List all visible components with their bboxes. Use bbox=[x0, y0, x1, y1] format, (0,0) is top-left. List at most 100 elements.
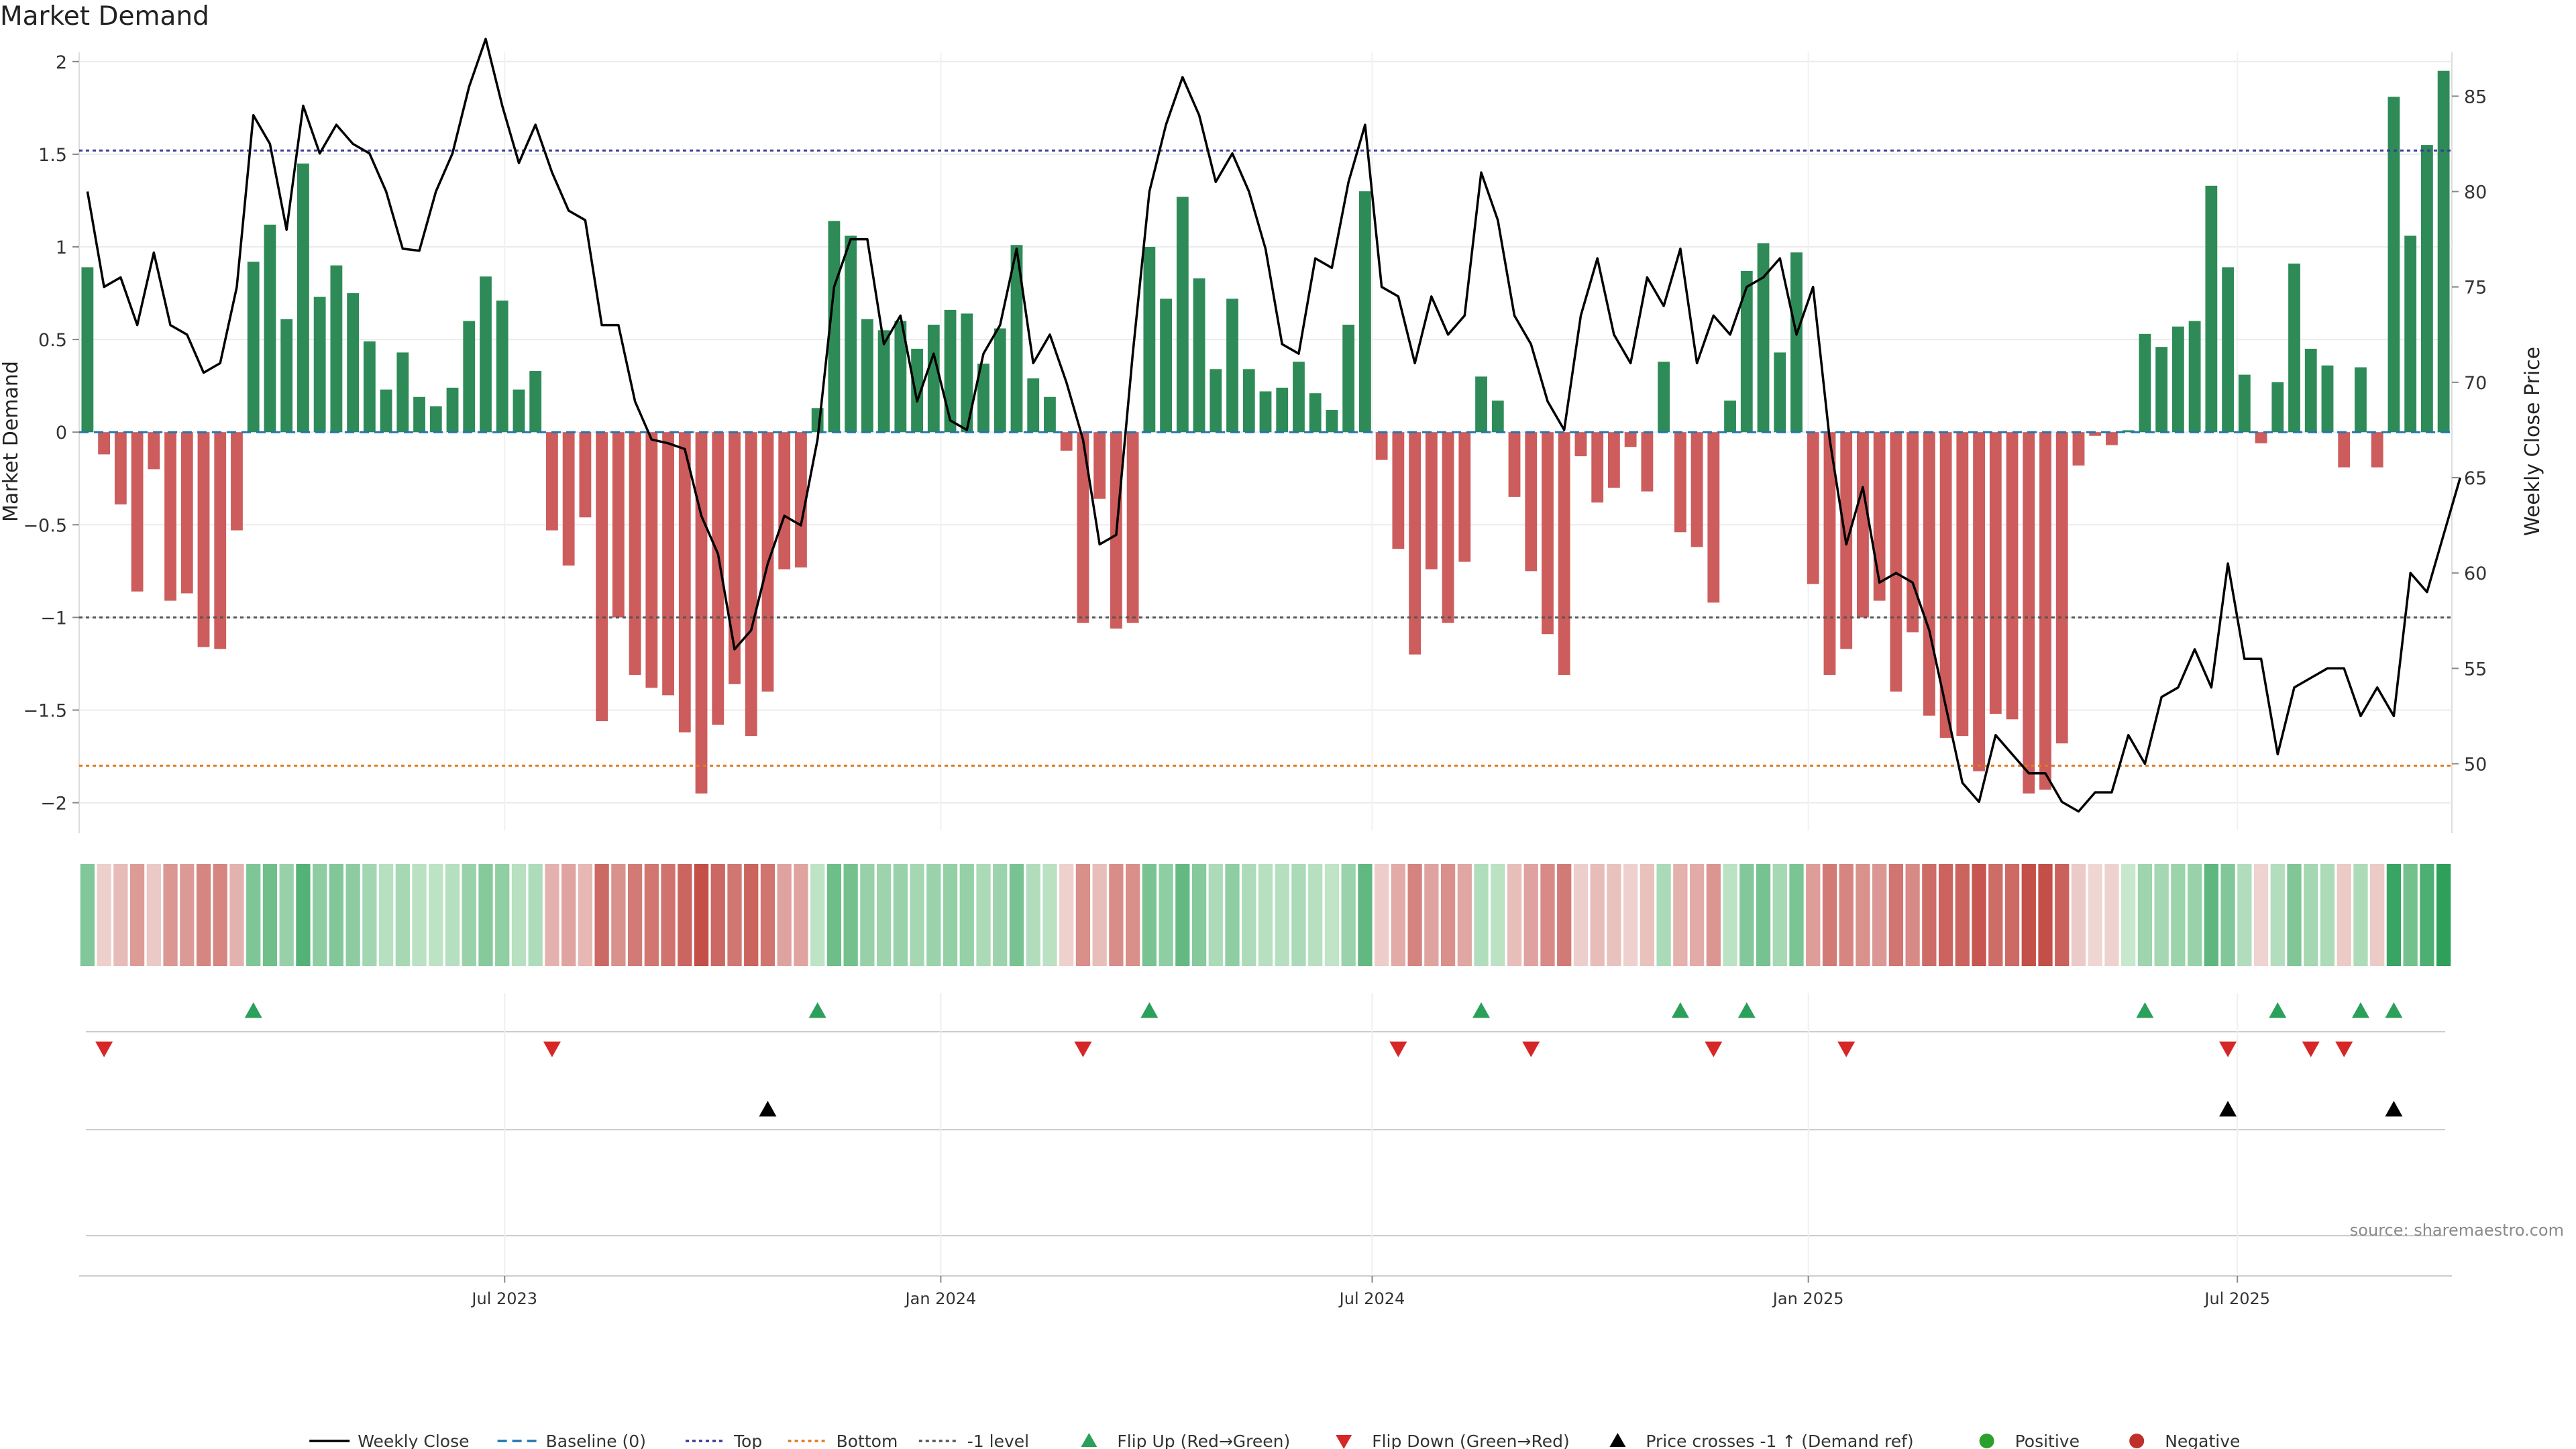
demand-bar-positive bbox=[994, 328, 1006, 433]
heat-cell bbox=[1092, 864, 1107, 966]
heat-cell bbox=[694, 864, 709, 966]
demand-bar-negative bbox=[1807, 432, 1819, 584]
heat-cell bbox=[1806, 864, 1821, 966]
demand-bar-positive bbox=[911, 348, 923, 433]
heat-cell bbox=[2287, 864, 2302, 966]
demand-bar-negative bbox=[1375, 432, 1388, 460]
x-tick-label: Jan 2024 bbox=[904, 1289, 977, 1308]
demand-bar-positive bbox=[1790, 252, 1803, 433]
demand-bar-positive bbox=[1491, 400, 1504, 433]
heat-cell bbox=[1142, 864, 1157, 966]
demand-bar-negative bbox=[180, 432, 193, 594]
heat-cell bbox=[1938, 864, 1953, 966]
heat-cell bbox=[2088, 864, 2102, 966]
heat-cell bbox=[943, 864, 958, 966]
legend-label: Positive bbox=[2015, 1432, 2080, 1449]
heat-cell bbox=[627, 864, 643, 966]
demand-bar-positive bbox=[1724, 400, 1736, 433]
demand-bar-negative bbox=[678, 432, 691, 733]
weekly-close-line bbox=[86, 38, 2462, 813]
heat-cell bbox=[1623, 864, 1638, 966]
demand-bar-positive bbox=[861, 319, 873, 433]
demand-bar-negative bbox=[131, 432, 144, 592]
demand-bar-negative bbox=[164, 432, 176, 601]
demand-bar-positive bbox=[2420, 145, 2433, 433]
demand-bar-negative bbox=[1458, 432, 1471, 562]
demand-bar-negative bbox=[114, 432, 127, 504]
heat-cell bbox=[959, 864, 974, 966]
heat-cell bbox=[810, 864, 825, 966]
heat-cell bbox=[362, 864, 377, 966]
demand-bar-negative bbox=[197, 432, 210, 647]
demand-bar-positive bbox=[1276, 387, 1289, 433]
demand-bar-positive bbox=[944, 309, 957, 433]
heat-cell bbox=[1175, 864, 1190, 966]
y-tick-label: −1.5 bbox=[23, 700, 67, 721]
heat-cell bbox=[445, 864, 460, 966]
flip-up-marker bbox=[2136, 1002, 2154, 1018]
demand-bar-negative bbox=[1508, 432, 1521, 497]
legend-item: Top bbox=[686, 1432, 762, 1449]
demand-bar-positive bbox=[2304, 348, 2317, 433]
heat-cell bbox=[1972, 864, 1986, 966]
demand-bar-positive bbox=[2155, 347, 2168, 433]
heat-cell bbox=[843, 864, 858, 966]
flip-down-marker bbox=[543, 1041, 561, 1057]
heat-cell bbox=[1557, 864, 1572, 966]
heat-cell bbox=[378, 864, 394, 966]
flip-down-marker bbox=[2335, 1041, 2353, 1057]
heat-cell bbox=[1258, 864, 1273, 966]
legend-item: Positive bbox=[1979, 1432, 2080, 1449]
demand-bar-negative bbox=[2039, 432, 2051, 790]
heat-cell bbox=[2320, 864, 2335, 966]
heat-cell bbox=[777, 864, 792, 966]
heat-cell bbox=[2420, 864, 2434, 966]
demand-bar-positive bbox=[2387, 97, 2400, 433]
heat-cell bbox=[296, 864, 311, 966]
heat-cell bbox=[1275, 864, 1289, 966]
heat-cell bbox=[678, 864, 692, 966]
heat-cell bbox=[2171, 864, 2186, 966]
demand-bar-positive bbox=[1259, 391, 1272, 433]
demand-bar-negative bbox=[2106, 432, 2118, 445]
heat-cell bbox=[794, 864, 808, 966]
demand-bar-positive bbox=[81, 267, 94, 433]
demand-bar-negative bbox=[148, 432, 160, 470]
heat-cell bbox=[528, 864, 543, 966]
price-cross-marker bbox=[2385, 1101, 2403, 1117]
demand-bar-negative bbox=[1873, 432, 1886, 601]
demand-bar-negative bbox=[1558, 432, 1570, 675]
heat-cell bbox=[129, 864, 145, 966]
demand-bar-negative bbox=[546, 432, 558, 531]
heat-cell bbox=[412, 864, 427, 966]
y2-tick-label: 60 bbox=[2464, 564, 2487, 584]
heat-cell bbox=[313, 864, 327, 966]
legend-label: Top bbox=[733, 1432, 762, 1449]
heat-cell bbox=[1673, 864, 1688, 966]
demand-bar-negative bbox=[1956, 432, 1969, 737]
demand-bar-negative bbox=[1973, 432, 1985, 771]
demand-bar-positive bbox=[894, 321, 907, 433]
heat-cell bbox=[1125, 864, 1140, 966]
demand-bar-positive bbox=[1658, 362, 1670, 433]
demand-bar-positive bbox=[264, 224, 276, 433]
demand-bar-negative bbox=[2338, 432, 2351, 468]
demand-bar-positive bbox=[1027, 378, 1040, 433]
heat-cell bbox=[1009, 864, 1024, 966]
flip-up-marker bbox=[244, 1002, 262, 1018]
flip-up-marker bbox=[2351, 1002, 2369, 1018]
heat-cell bbox=[1225, 864, 1240, 966]
heat-cell bbox=[1308, 864, 1323, 966]
heat-cell bbox=[395, 864, 410, 966]
heat-cell bbox=[1739, 864, 1754, 966]
legend-label: Flip Down (Green→Red) bbox=[1372, 1432, 1570, 1449]
demand-bar-positive bbox=[1293, 362, 1305, 433]
heat-cell bbox=[1839, 864, 1854, 966]
demand-bar-positive bbox=[1143, 247, 1156, 433]
demand-bar-positive bbox=[2437, 70, 2450, 433]
heat-cell bbox=[1208, 864, 1223, 966]
demand-bar-positive bbox=[2238, 374, 2251, 433]
demand-bar-negative bbox=[98, 432, 111, 455]
heat-cell bbox=[760, 864, 775, 966]
